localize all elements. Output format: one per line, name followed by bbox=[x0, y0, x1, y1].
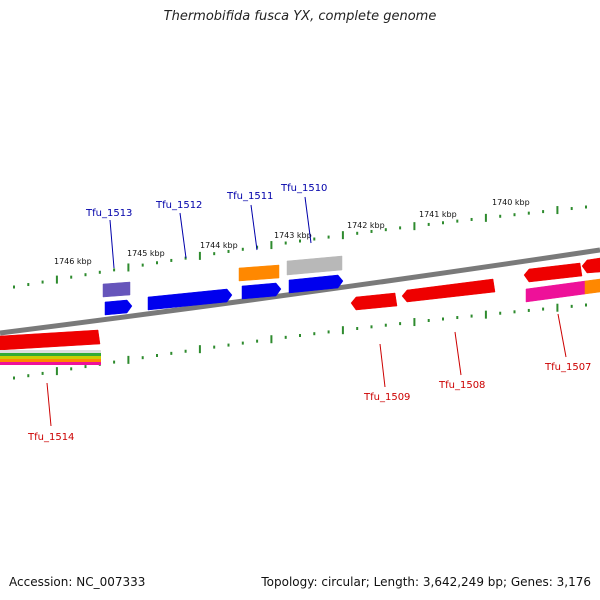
gene-tfu1513-feature[interactable] bbox=[102, 281, 131, 298]
gene-label[interactable]: Tfu_1512 bbox=[155, 200, 202, 211]
gene-tfu1512[interactable] bbox=[147, 288, 233, 311]
gene-tfu1511-feature[interactable] bbox=[238, 264, 280, 282]
scale-label: 1746 kbp bbox=[54, 257, 92, 266]
accession-text: Accession: NC_007333 bbox=[9, 575, 146, 589]
gene-tfu1509[interactable] bbox=[350, 292, 398, 311]
gene-tfu1510-feature[interactable] bbox=[286, 255, 343, 276]
gene-track-stripe bbox=[0, 356, 101, 359]
scale-labels: 1746 kbp 1745 kbp 1744 kbp 1743 kbp 1742… bbox=[54, 198, 530, 266]
map-title: Thermobifida fusca YX, complete genome bbox=[163, 9, 437, 24]
gene-label[interactable]: Tfu_1508 bbox=[438, 380, 485, 391]
label-callouts bbox=[46, 196, 567, 427]
gene-labels: Tfu_1513 Tfu_1512 Tfu_1511 Tfu_1510 Tfu_… bbox=[27, 183, 591, 443]
gene-tfu1508[interactable] bbox=[401, 278, 496, 303]
scale-label: 1741 kbp bbox=[419, 210, 457, 219]
callout-line bbox=[46, 382, 52, 427]
topology-text: Topology: circular; Length: 3,642,249 bp… bbox=[261, 575, 591, 589]
callout-line bbox=[379, 343, 386, 388]
gene-tfu1507-feature[interactable] bbox=[525, 280, 586, 303]
callout-line bbox=[557, 313, 567, 358]
gene-tfu1506-feature[interactable] bbox=[584, 278, 600, 295]
scale-label: 1742 kbp bbox=[347, 221, 385, 230]
scale-label: 1745 kbp bbox=[127, 249, 165, 258]
scale-ticks-inner bbox=[13, 303, 587, 380]
gene-track-stripe bbox=[0, 362, 101, 365]
scale-label: 1740 kbp bbox=[492, 198, 530, 207]
genome-backbone bbox=[0, 247, 600, 336]
gene-label[interactable]: Tfu_1507 bbox=[544, 362, 591, 373]
callout-line bbox=[454, 331, 462, 376]
gene-tfu1513[interactable] bbox=[104, 299, 133, 316]
forward-genes bbox=[102, 255, 344, 316]
callout-line bbox=[250, 204, 258, 251]
gene-tfu1514-feature[interactable] bbox=[0, 329, 101, 351]
gene-label[interactable]: Tfu_1514 bbox=[27, 432, 74, 443]
callout-line bbox=[179, 212, 187, 259]
scale-label: 1744 kbp bbox=[200, 241, 238, 250]
callout-line bbox=[109, 219, 115, 269]
gene-label[interactable]: Tfu_1509 bbox=[363, 392, 410, 403]
gene-track-stripe bbox=[0, 359, 101, 362]
gene-label[interactable]: Tfu_1513 bbox=[85, 208, 132, 219]
callout-line bbox=[304, 196, 312, 244]
scale-label: 1743 kbp bbox=[274, 231, 312, 240]
gene-label[interactable]: Tfu_1510 bbox=[280, 183, 327, 194]
gene-track-stripe bbox=[0, 353, 101, 356]
reverse-genes bbox=[0, 257, 600, 365]
gene-tfu1510[interactable] bbox=[288, 274, 344, 294]
scale-ticks-outer bbox=[13, 205, 587, 289]
gene-tfu1506[interactable] bbox=[581, 257, 600, 274]
gene-label[interactable]: Tfu_1511 bbox=[226, 191, 273, 202]
gene-track-stripe bbox=[0, 350, 101, 353]
gene-tfu1511[interactable] bbox=[241, 282, 282, 300]
gene-tfu1507[interactable] bbox=[523, 262, 583, 283]
